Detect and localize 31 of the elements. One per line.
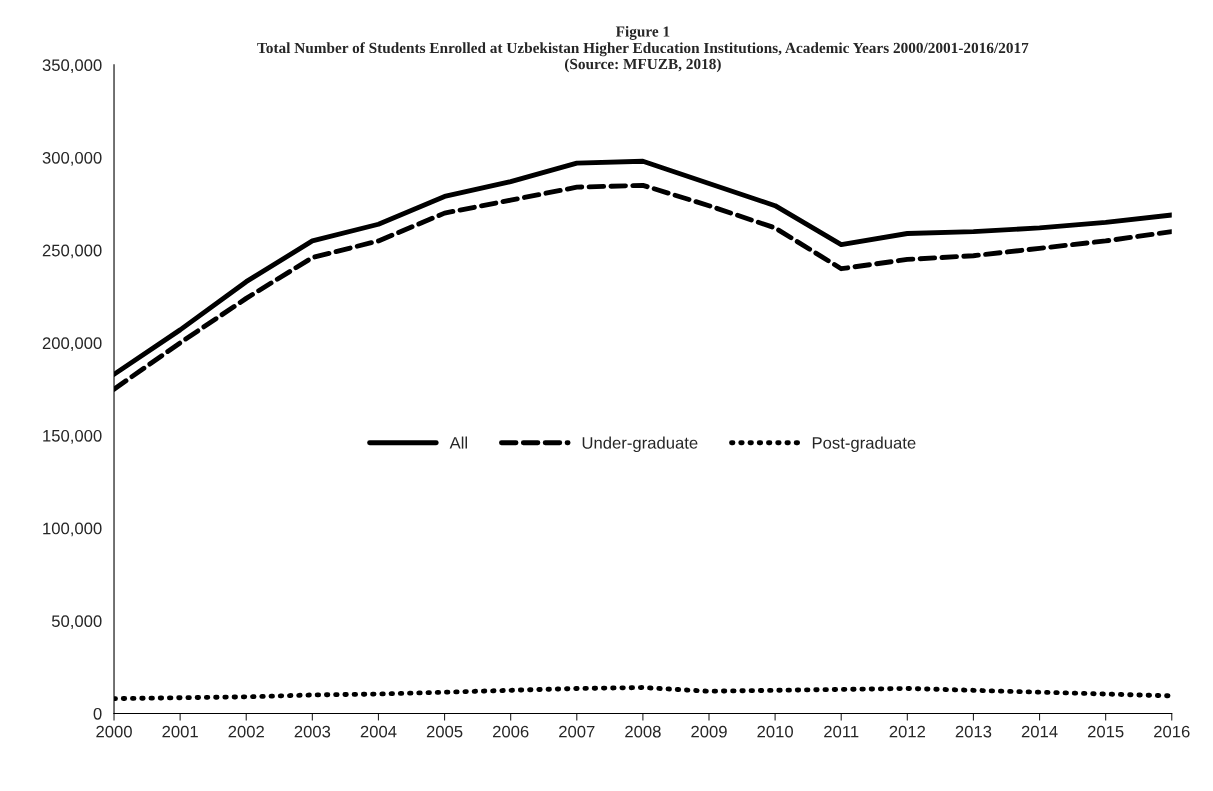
x-tick-label: 2012: [889, 725, 926, 738]
x-tick-label: 2006: [492, 725, 529, 738]
y-tick-label: 200,000: [42, 337, 102, 352]
x-tick-label: 2010: [757, 725, 793, 738]
x-tick-label: 2004: [360, 725, 397, 738]
x-tick-label: 2007: [559, 725, 595, 738]
x-tick-label: 2015: [1087, 725, 1124, 738]
legend-label: Post-graduate: [812, 436, 916, 453]
x-tick-label: 2002: [228, 725, 264, 738]
y-tick-label: 50,000: [51, 615, 102, 629]
y-tick-label: 250,000: [42, 244, 102, 259]
y-tick-label: 100,000: [43, 522, 102, 537]
x-tick-label: 2008: [625, 725, 661, 738]
annotation: (Source: MFUZB, 2018): [564, 58, 721, 73]
x-tick-label: 2013: [955, 725, 992, 738]
x-tick-label: 2001: [162, 725, 198, 738]
x-tick-label: 2003: [294, 725, 331, 738]
y-tick-label: 350,000: [42, 59, 102, 74]
x-tick-label: 2009: [691, 725, 727, 738]
y-tick-label: 150,000: [43, 429, 102, 444]
x-tick-label: 2016: [1154, 725, 1190, 738]
y-tick-label: 300,000: [42, 151, 102, 166]
chart-subtitle: Total Number of Students Enrolled at Uzbekistan Higher Education Institutions, Academic Years 2000/2001-2016/2017: [257, 42, 1029, 57]
x-tick-label: 2014: [1021, 725, 1058, 738]
x-tick-label: 2000: [96, 725, 132, 738]
legend-label: Under-graduate: [582, 436, 698, 453]
y-tick-label: 0: [93, 707, 102, 720]
chart-title: Figure 1: [615, 25, 670, 40]
legend-label: All: [449, 436, 467, 449]
x-tick-label: 2011: [824, 725, 859, 738]
x-tick-label: 2005: [426, 725, 463, 738]
